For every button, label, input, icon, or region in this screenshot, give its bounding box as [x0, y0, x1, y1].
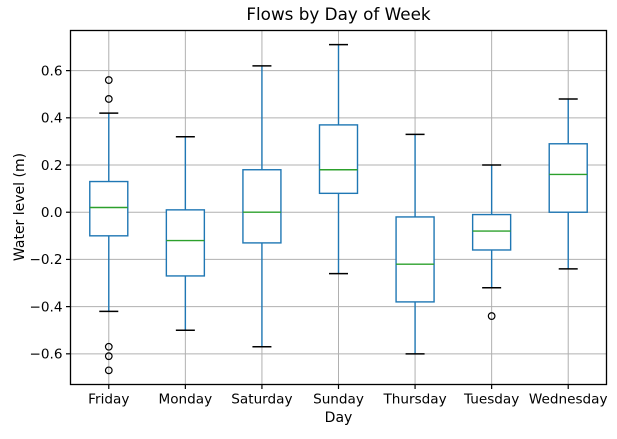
x-tick-label: Saturday: [231, 392, 292, 408]
boxplot-sunday: [318, 43, 359, 275]
x-tick-label: Wednesday: [529, 392, 608, 408]
y-tick-label: 0.6: [41, 63, 63, 79]
boxplot-saturday: [242, 65, 282, 348]
outlier-point: [487, 312, 496, 320]
y-tick-label: −0.6: [29, 347, 62, 363]
outlier-point: [104, 342, 113, 351]
y-tick-label: −0.2: [29, 252, 62, 268]
iqr-box: [89, 180, 129, 237]
y-tick-label: 0.4: [41, 111, 63, 127]
x-tick-label: Tuesday: [463, 392, 519, 408]
y-axis-label: Water level (m): [12, 152, 28, 262]
outlier-point: [104, 366, 113, 375]
x-tick-label: Thursday: [382, 392, 446, 408]
x-tick-label: Sunday: [313, 392, 364, 408]
outlier-point: [104, 352, 113, 361]
iqr-box: [242, 169, 282, 244]
chart-title: Flows by Day of Week: [246, 4, 431, 24]
iqr-box: [165, 209, 206, 277]
iqr-box: [471, 213, 512, 251]
boxplot-wednesday: [548, 98, 588, 270]
x-tick-label: Friday: [88, 392, 129, 408]
boxplot-tuesday: [471, 164, 512, 320]
iqr-box: [318, 124, 359, 195]
boxplot-thursday: [395, 133, 435, 355]
y-tick-label: 0.0: [41, 205, 63, 221]
y-tick-label: −0.4: [29, 299, 62, 315]
iqr-box: [548, 143, 588, 213]
iqr-box: [395, 216, 435, 303]
boxplot-friday: [89, 76, 129, 375]
x-axis-label: Day: [324, 410, 353, 426]
boxplot-monday: [165, 135, 206, 331]
outlier-point: [104, 76, 113, 84]
y-tick-label: 0.2: [41, 158, 63, 174]
x-tick-label: Monday: [159, 392, 213, 408]
outlier-point: [104, 95, 113, 103]
